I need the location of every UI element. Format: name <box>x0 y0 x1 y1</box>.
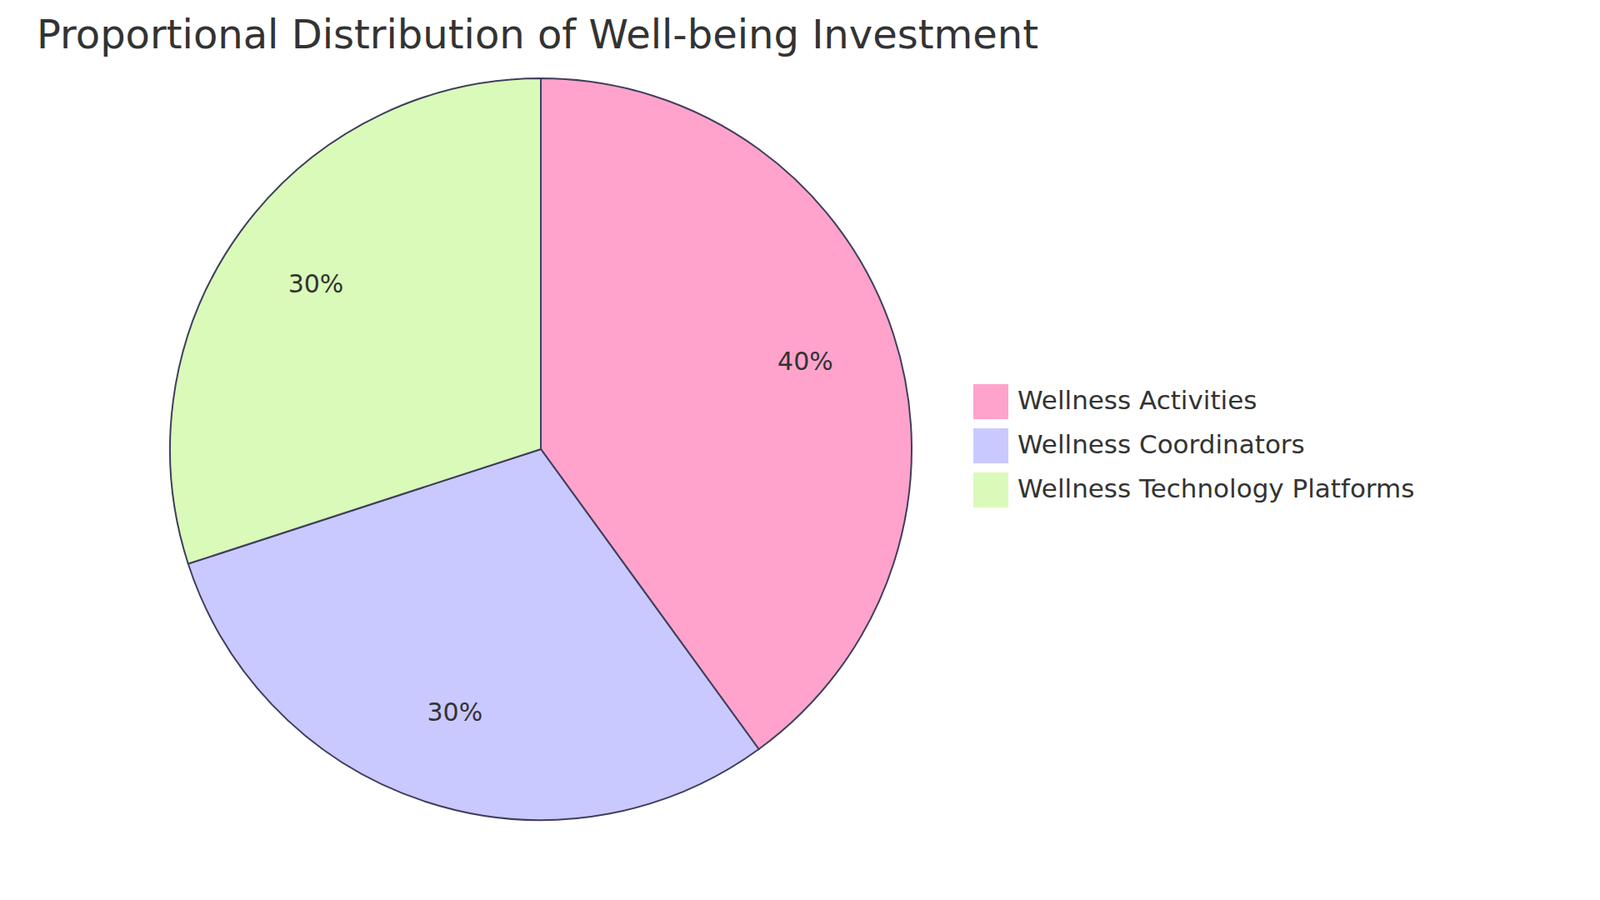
chart: Proportional Distribution of Well-being … <box>0 0 1600 900</box>
data-label: 30% <box>427 697 484 727</box>
legend-label: Wellness Activities <box>1017 385 1257 415</box>
legend-swatch <box>972 427 1010 465</box>
legend-swatch <box>972 471 1010 509</box>
legend-swatch <box>972 383 1010 420</box>
pie: 40% 30% 30% <box>170 78 912 820</box>
title: Proportional Distribution of Well-being … <box>36 10 1039 58</box>
legend-label: Wellness Technology Platforms <box>1017 473 1415 504</box>
legend-item: Wellness Activities <box>972 383 1257 420</box>
legend: Wellness Activities Wellness Coordinators… <box>972 383 1415 509</box>
data-label: 40% <box>777 346 834 376</box>
data-label: 30% <box>288 269 345 299</box>
slice <box>170 78 541 565</box>
legend-item: Wellness Technology Platforms <box>972 471 1415 509</box>
legend-label: Wellness Coordinators <box>1017 429 1305 460</box>
legend-item: Wellness Coordinators <box>972 427 1305 465</box>
